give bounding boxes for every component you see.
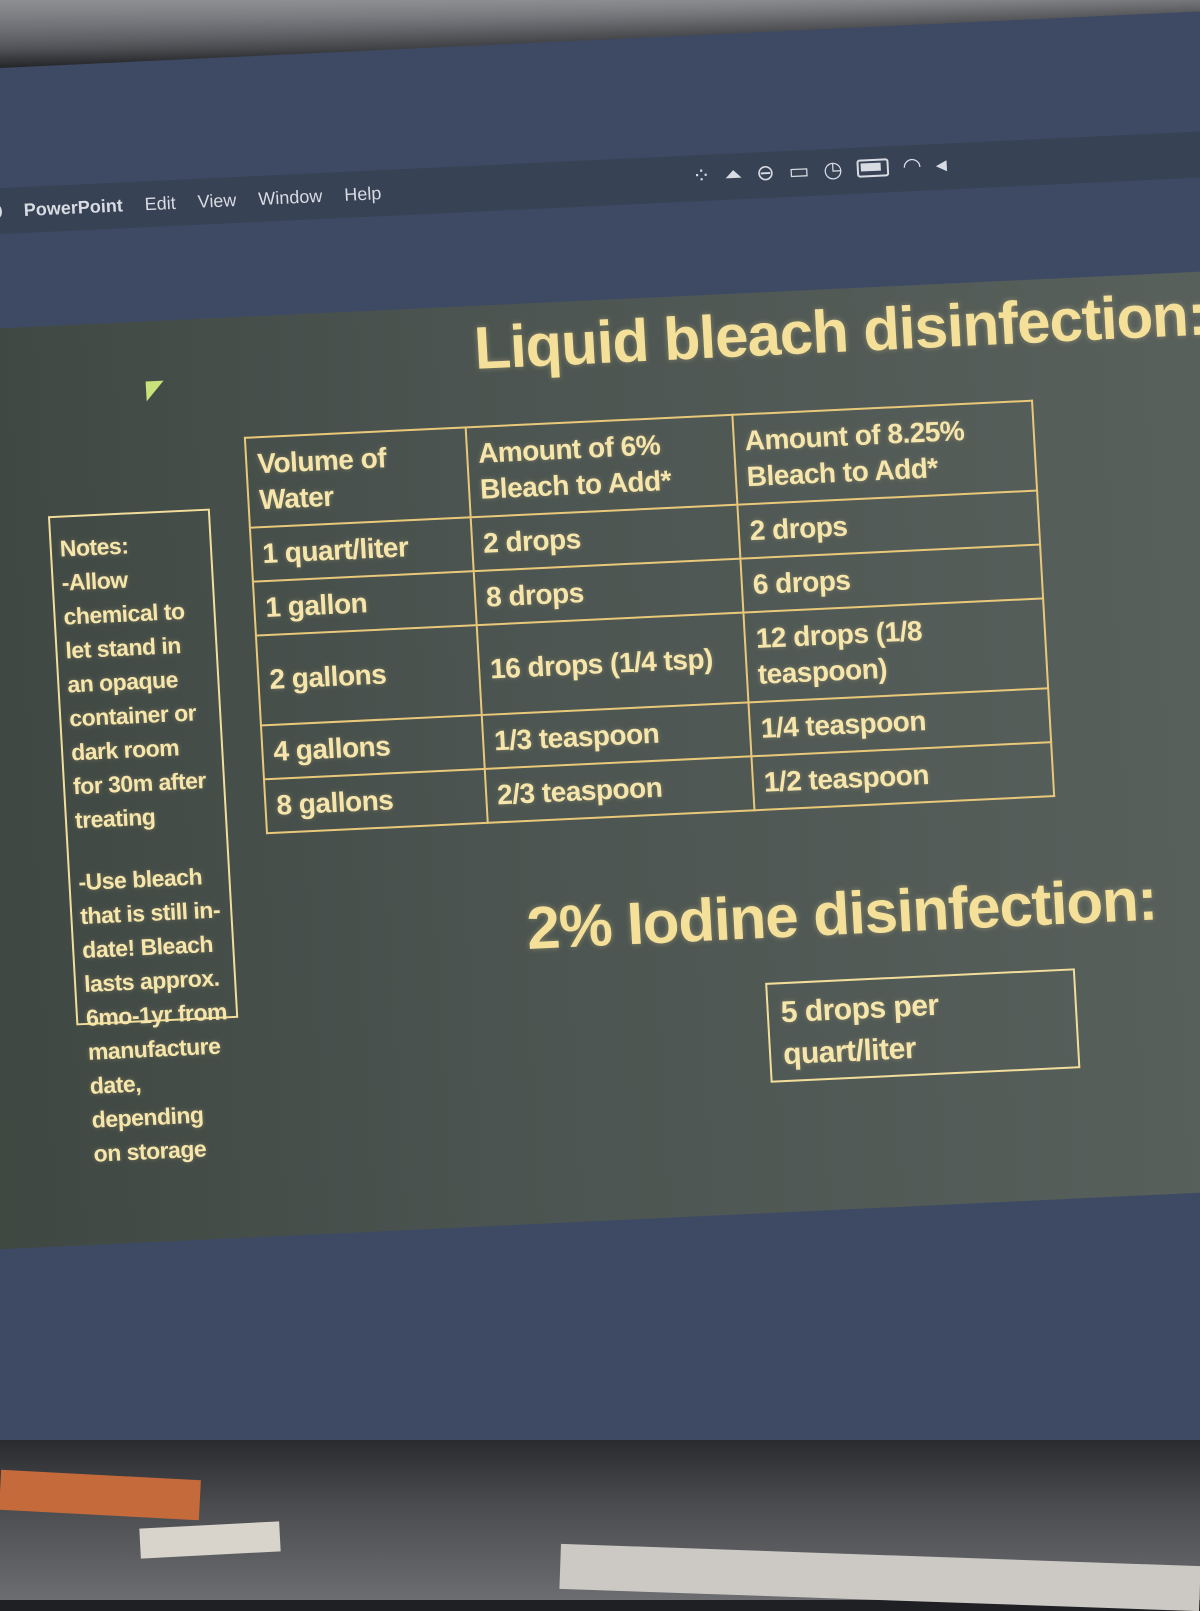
table-header: Amount of 8.25% Bleach to Add* xyxy=(732,400,1038,505)
bleach-table: Volume of Water Amount of 6% Bleach to A… xyxy=(244,400,1055,835)
table-header: Volume of Water xyxy=(244,427,471,528)
iodine-box: 5 drops per quart/liter xyxy=(765,968,1081,1083)
table-cell: 2/3 teaspoon xyxy=(484,756,755,823)
do-not-disturb-icon[interactable]: ⊖ xyxy=(755,159,776,186)
slide-title: Liquid bleach disinfection: xyxy=(472,280,1200,382)
menu-window[interactable]: Window xyxy=(257,185,323,209)
projector-screen: PowerPoint Edit View Window Help ⁘ ⏶ ⊖ ▭… xyxy=(0,5,1200,1535)
apple-icon[interactable] xyxy=(0,203,3,220)
notes-point-2: -Use bleach that is still in-date! Bleac… xyxy=(77,863,228,1167)
menu-help[interactable]: Help xyxy=(343,182,382,205)
battery-icon[interactable] xyxy=(856,158,890,178)
notes-point-1: -Allow chemical to let stand in an opaqu… xyxy=(60,566,207,834)
screen-mirroring-icon[interactable]: ▭ xyxy=(787,157,811,184)
table-header: Amount of 6% Bleach to Add* xyxy=(465,414,738,518)
menu-app-name[interactable]: PowerPoint xyxy=(23,194,124,220)
slide: Liquid bleach disinfection: Notes: -Allo… xyxy=(0,269,1200,1250)
menu-edit[interactable]: Edit xyxy=(144,192,177,214)
table-cell: 12 drops (1/8 teaspoon) xyxy=(743,598,1049,703)
wifi-icon[interactable]: ◠ xyxy=(901,152,923,179)
menu-view[interactable]: View xyxy=(197,189,237,212)
table-cell: 16 drops (1/4 tsp) xyxy=(476,612,749,715)
menu-bar: PowerPoint Edit View Window Help ⁘ ⏶ ⊖ ▭… xyxy=(0,125,1200,243)
airplay-icon[interactable]: ⏶ xyxy=(723,161,743,187)
time-machine-icon[interactable]: ◷ xyxy=(822,156,844,183)
extensions-icon[interactable]: ⁘ xyxy=(691,162,712,189)
table-cell: 2 gallons xyxy=(255,625,482,726)
status-icons: ⁘ ⏶ ⊖ ▭ ◷ ◠ ◂ xyxy=(692,152,948,190)
iodine-title: 2% Iodine disinfection: xyxy=(524,865,1159,963)
table-cell: 8 gallons xyxy=(263,768,488,834)
notes-box: Notes: -Allow chemical to let stand in a… xyxy=(47,508,239,1167)
slide-marker-icon xyxy=(145,380,165,402)
volume-icon[interactable]: ◂ xyxy=(934,151,948,177)
